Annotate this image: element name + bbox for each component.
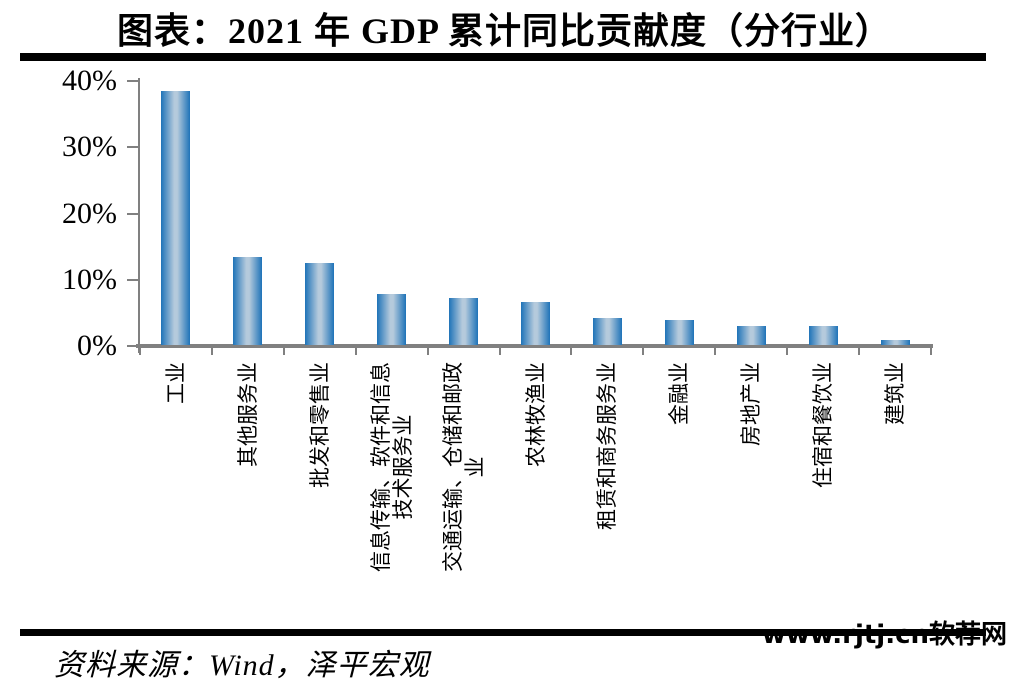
category-label-text: 信息传输、软件和信息 技术服务业 (368, 362, 415, 572)
bar (808, 326, 838, 345)
bar (880, 340, 910, 345)
bar (664, 320, 694, 345)
bar (161, 91, 191, 345)
y-axis-line (138, 78, 140, 353)
y-tick-label: 20% (62, 196, 117, 230)
category-label-text: 住宿和餐饮业 (811, 362, 836, 488)
bar (233, 257, 263, 345)
bar (377, 294, 407, 345)
x-axis-tick (858, 348, 861, 355)
category-label-text: 批发和零售业 (307, 362, 332, 488)
bar (521, 302, 550, 345)
x-axis-tick (210, 348, 213, 355)
bar (449, 298, 479, 345)
y-axis-tick (127, 146, 138, 149)
x-axis-tick (426, 348, 429, 355)
y-axis-tick (127, 80, 138, 82)
bar (305, 263, 335, 345)
category-label-text: 交通运输、仓储和邮政业 (440, 362, 487, 572)
x-axis-tick (570, 348, 573, 355)
top-divider-rule (20, 53, 986, 61)
x-axis-line (136, 344, 933, 348)
category-label-text: 房地产业 (739, 362, 764, 446)
category-label-text: 工业 (163, 362, 188, 404)
x-axis-tick (354, 348, 357, 355)
category-label-text: 金融业 (667, 362, 692, 425)
x-axis-tick (139, 348, 141, 355)
y-axis-tick (127, 345, 138, 347)
chart-title: 图表：2021 年 GDP 累计同比贡献度（分行业） (116, 11, 892, 51)
x-axis-tick (282, 348, 285, 355)
bottom-divider-rule (20, 629, 986, 636)
category-label-text: 建筑业 (883, 362, 908, 425)
y-tick-label: 40% (62, 64, 117, 97)
x-axis-tick (642, 348, 645, 355)
bar (736, 326, 766, 345)
watermark: www.rjtj.cn软荐网 (761, 620, 1007, 650)
source-note: 资料来源：Wind，泽平宏观 (54, 649, 430, 682)
y-tick-label: 10% (62, 262, 117, 296)
y-axis-tick (127, 278, 138, 281)
category-label-text: 其他服务业 (235, 362, 260, 467)
category-label-text: 租赁和商务服务业 (595, 362, 620, 530)
x-axis-tick (930, 348, 932, 355)
y-tick-label: 30% (62, 130, 117, 164)
x-axis-tick (786, 348, 789, 355)
x-axis-tick (498, 348, 501, 355)
y-axis-tick (127, 212, 138, 215)
category-label-text: 农林牧渔业 (523, 362, 548, 467)
x-axis-tick (714, 348, 717, 355)
y-tick-label: 0% (77, 329, 117, 362)
bar (592, 318, 622, 345)
